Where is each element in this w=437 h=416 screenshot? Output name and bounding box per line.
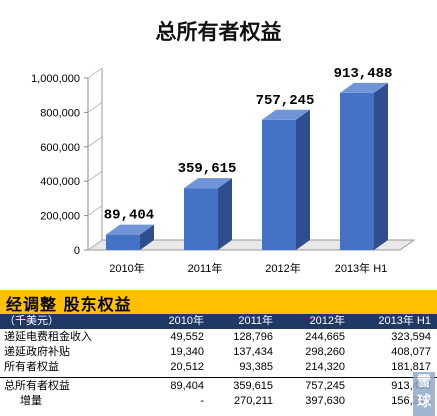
table-cell: 244,665 [305,331,345,343]
table-section-title: 经调整 股东权益 [0,290,437,314]
chart-title: 总所有者权益 [155,19,282,44]
bar-side [296,109,310,250]
y-grid-diagonal [87,136,103,148]
x-tick-label: 2013年 H1 [335,261,388,275]
table-cell: 49,552 [170,331,204,343]
column-header-2010: 2010年 [168,315,204,327]
x-tick-label: 2011年 [188,261,223,275]
table-cell: 89,404 [170,380,204,392]
bar-side [140,224,154,250]
data-label: 913,488 [334,66,393,82]
table-cell: 323,594 [391,331,431,343]
table-row: 递延电费租金收入 49,552 128,796 244,665 323,594 [0,330,437,345]
table-cell: 214,320 [305,361,345,373]
table-column-header-row: （千美元） 2010年 2011年 2012年 2013年 H1 [0,314,437,329]
y-tick-label: 800,000 [40,107,80,119]
total-separator-line [0,377,437,378]
table-growth-row: 增量 - 270,211 397,630 156,243 [0,394,437,409]
column-header-unit: （千美元） [4,315,59,327]
bar-top [262,109,310,120]
row-label: 增量 [20,395,42,407]
bar-top [106,224,154,235]
table-cell: 19,340 [170,346,204,358]
table-cell: 181,817 [391,361,431,373]
column-header-2012: 2012年 [309,315,345,327]
column-header-2011: 2011年 [238,315,273,327]
bar-side [374,82,388,250]
y-tick-label: 0 [74,245,80,257]
table-cell: 20,512 [170,361,204,373]
bar [340,92,374,250]
table-total-row: 总所有者权益 89,404 359,615 757,245 913,488 [0,379,437,394]
bar-side [218,178,232,250]
table-cell: 359,615 [233,380,273,392]
table-cell: 137,434 [233,346,273,358]
adjusted-equity-table: 经调整 股东权益 （千美元） 2010年 2011年 2012年 2013年 H… [0,290,437,416]
y-tick-label: 1,000,000 [31,73,80,85]
row-label: 所有者权益 [4,361,59,373]
table-cell: 298,260 [305,346,345,358]
x-tick-label: 2012年 [265,261,300,275]
table-row: 所有者权益 20,512 93,385 214,320 181,817 [0,360,437,375]
watermark-logo: 雪球 [413,372,435,416]
table-cell: 128,796 [233,331,273,343]
bar [262,119,296,250]
row-label: 递延政府补贴 [4,346,70,358]
y-grid-diagonal [87,101,103,113]
y-tick-label: 200,000 [40,211,80,223]
y-grid-diagonal [87,239,103,251]
y-grid-diagonal [87,67,103,79]
table-cell: 93,385 [239,361,273,373]
table-cell: 757,245 [305,380,345,392]
bar-top [340,82,388,93]
bar-chart: 0 200,000 400,000 600,000 800,000 1,000,000 89… [31,66,416,275]
bar-top [184,178,232,189]
table-cell: 397,630 [305,395,345,407]
bar [106,234,140,250]
data-label: 757,245 [256,93,315,109]
table-cell: - [200,395,204,407]
y-tick-label: 600,000 [40,142,80,154]
table-cell: 270,211 [234,395,273,407]
y-tick-label: 400,000 [40,176,80,188]
data-label: 359,615 [178,161,237,177]
table-cell: 408,077 [391,346,431,358]
table-row: 递延政府补贴 19,340 137,434 298,260 408,077 [0,345,437,360]
y-grid-diagonal [87,170,103,182]
table-title-text: 经调整 股东权益 [6,295,132,314]
bar [184,188,218,250]
x-tick-label: 2010年 [109,261,144,275]
column-header-2013h1: 2013年 H1 [378,315,431,327]
row-label: 总所有者权益 [4,380,70,392]
row-label: 递延电费租金收入 [4,331,92,343]
data-label: 89,404 [104,208,154,224]
y-grid-diagonal [87,205,103,217]
